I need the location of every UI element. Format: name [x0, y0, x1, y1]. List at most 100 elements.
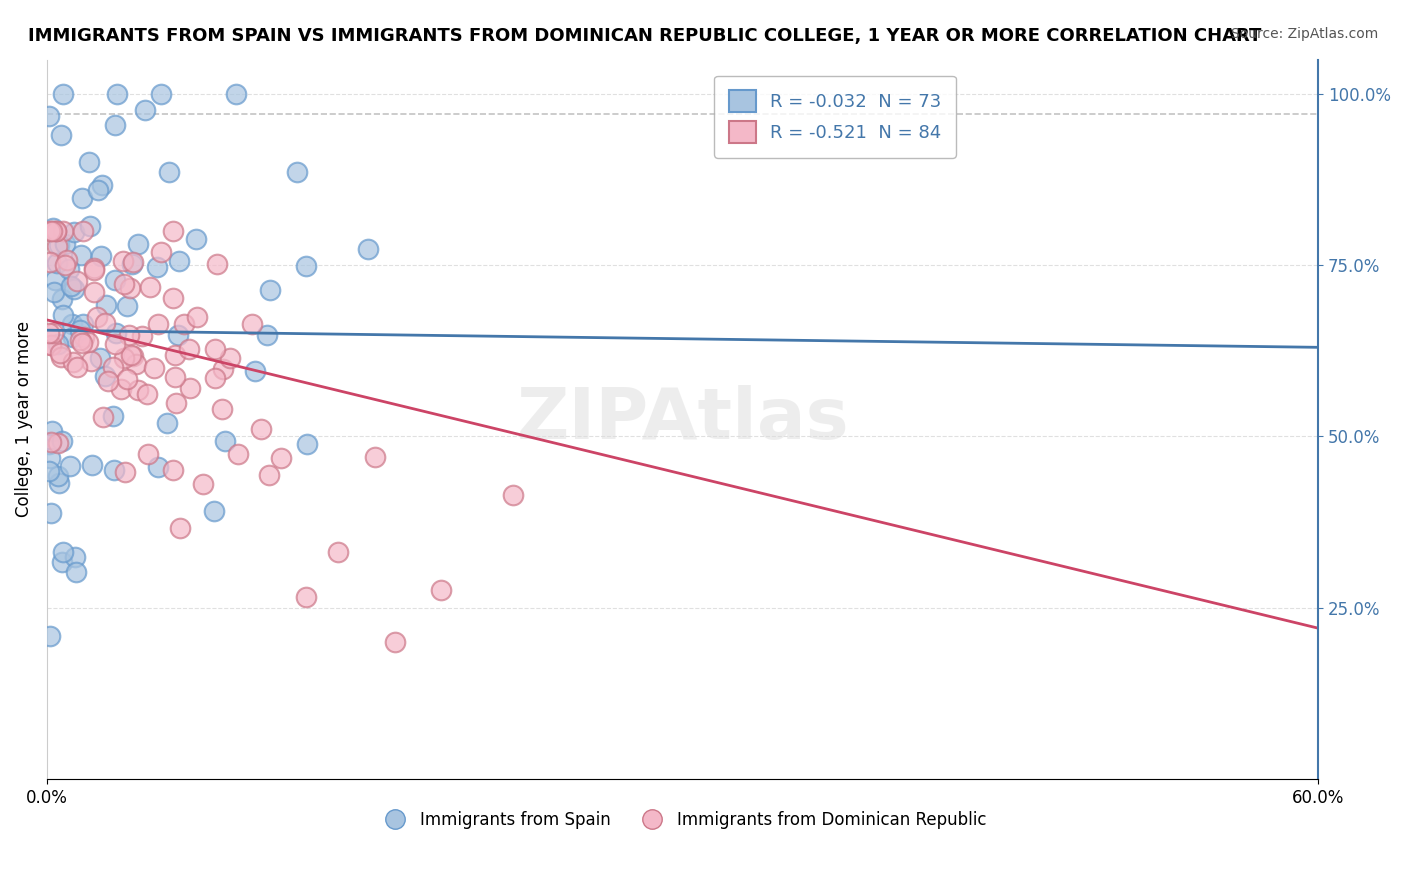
Point: [49, 346, 72, 360]
Point: [38, 224, 60, 238]
Point: [86, 310, 108, 325]
Point: [143, 361, 166, 376]
Point: [79, 354, 101, 368]
Point: [211, 401, 233, 416]
Point: [94, 368, 117, 383]
Point: [270, 450, 292, 465]
Point: [69, 323, 91, 337]
Point: [159, 165, 181, 179]
Point: [39, 337, 62, 351]
Point: [86, 183, 108, 197]
Point: [73, 330, 96, 344]
Point: [66, 274, 89, 288]
Point: [39, 451, 62, 466]
Point: [45, 256, 67, 270]
Point: [111, 253, 134, 268]
Point: [173, 318, 195, 332]
Point: [46, 238, 69, 252]
Point: [83, 285, 105, 300]
Point: [165, 348, 187, 362]
Point: [53, 236, 76, 251]
Point: [48, 237, 70, 252]
Point: [156, 416, 179, 430]
Point: [66, 359, 89, 374]
Point: [125, 358, 148, 372]
Point: [62, 330, 84, 344]
Point: [46, 436, 69, 450]
Point: [202, 504, 225, 518]
Point: [38, 464, 60, 478]
Point: [56, 252, 79, 267]
Point: [121, 258, 143, 272]
Point: [79, 219, 101, 233]
Point: [90, 249, 112, 263]
Point: [214, 434, 236, 448]
Point: [146, 317, 169, 331]
Point: [45, 224, 67, 238]
Point: [103, 462, 125, 476]
Point: [118, 327, 141, 342]
Point: [122, 350, 145, 364]
Point: [228, 447, 250, 461]
Point: [243, 363, 266, 377]
Point: [166, 327, 188, 342]
Point: [240, 318, 263, 332]
Point: [46, 469, 69, 483]
Point: [139, 279, 162, 293]
Point: [169, 521, 191, 535]
Point: [162, 224, 184, 238]
Point: [41, 224, 63, 238]
Point: [53, 258, 76, 272]
Point: [52, 308, 75, 322]
Point: [150, 245, 173, 260]
Point: [41, 424, 63, 438]
Point: [225, 87, 247, 101]
Point: [162, 463, 184, 477]
Point: [169, 253, 191, 268]
Point: [191, 476, 214, 491]
Point: [295, 436, 318, 450]
Point: [89, 351, 111, 365]
Point: [179, 381, 201, 395]
Point: [204, 343, 226, 357]
Point: [93, 316, 115, 330]
Point: [83, 262, 105, 277]
Point: [49, 128, 72, 142]
Point: [212, 362, 235, 376]
Point: [112, 277, 135, 292]
Point: [146, 459, 169, 474]
Point: [41, 326, 63, 340]
Point: [70, 191, 93, 205]
Point: [52, 224, 75, 238]
Point: [91, 178, 114, 192]
Point: [39, 254, 62, 268]
Point: [41, 220, 63, 235]
Point: [165, 370, 187, 384]
Point: [364, 450, 387, 464]
Point: [205, 257, 228, 271]
Point: [502, 488, 524, 502]
Point: [104, 118, 127, 132]
Point: [219, 351, 242, 365]
Point: [112, 351, 135, 366]
Point: [72, 317, 94, 331]
Point: [104, 336, 127, 351]
Point: [70, 336, 93, 351]
Point: [121, 254, 143, 268]
Point: [44, 273, 66, 287]
Legend: Immigrants from Spain, Immigrants from Dominican Republic: Immigrants from Spain, Immigrants from D…: [371, 804, 994, 835]
Point: [39, 629, 62, 643]
Point: [38, 326, 60, 341]
Point: [285, 165, 308, 179]
Text: ZIPAtlas: ZIPAtlas: [516, 384, 849, 454]
Point: [52, 544, 75, 558]
Point: [94, 298, 117, 312]
Point: [62, 282, 84, 296]
Point: [204, 371, 226, 385]
Point: [162, 292, 184, 306]
Point: [117, 299, 139, 313]
Point: [38, 109, 60, 123]
Point: [430, 583, 453, 598]
Y-axis label: College, 1 year or more: College, 1 year or more: [15, 321, 32, 517]
Point: [127, 236, 149, 251]
